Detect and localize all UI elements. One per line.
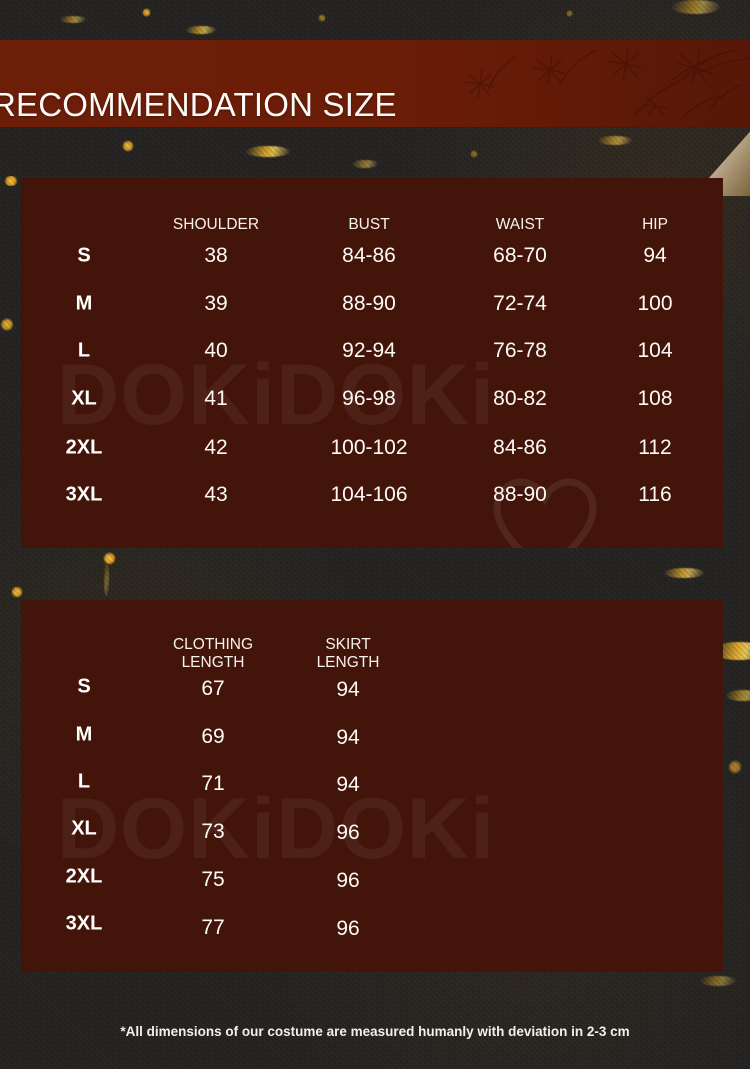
- table-cell: 94: [336, 773, 360, 796]
- table-row: M: [75, 723, 93, 746]
- header-banner: RECOMMENDATION SIZE: [0, 40, 750, 127]
- table-row: L: [77, 339, 91, 362]
- spark-icon: [566, 10, 573, 17]
- table-row: 2XL: [65, 865, 103, 888]
- spark-icon: [11, 586, 23, 598]
- column-header-clothing-length: CLOTHING LENGTH: [172, 636, 254, 671]
- table-row: S: [77, 675, 91, 698]
- table-cell: 72-74: [493, 292, 547, 315]
- table-row: 3XL: [65, 483, 103, 506]
- table-row: XL: [71, 817, 97, 840]
- spark-icon: [186, 26, 216, 34]
- table-cell: 67: [201, 677, 225, 700]
- table-row: L: [77, 770, 91, 793]
- pine-branch-pattern-icon: [463, 46, 750, 119]
- measurements-table: SHOULDER BUST WAIST HIP S 38 84-86 68-70…: [21, 178, 723, 548]
- spark-icon: [352, 160, 378, 168]
- column-header-shoulder: SHOULDER: [172, 216, 260, 233]
- lengths-table: CLOTHING LENGTH SKIRT LENGTH S 67 94 M 6…: [21, 600, 723, 972]
- table-cell: 100-102: [330, 436, 408, 459]
- spark-icon: [470, 150, 478, 158]
- spark-icon: [598, 136, 632, 145]
- table-cell: 104: [637, 339, 673, 362]
- table-cell: 38: [204, 244, 228, 267]
- spark-icon: [700, 976, 736, 986]
- table-cell: 77: [201, 916, 225, 939]
- table-cell: 73: [201, 820, 225, 843]
- table-row: 3XL: [65, 912, 103, 935]
- spark-icon: [3, 176, 19, 186]
- column-header-bust: BUST: [348, 216, 390, 233]
- spark-icon: [60, 16, 86, 23]
- table-cell: 84-86: [493, 436, 547, 459]
- spark-icon: [103, 552, 116, 565]
- table-cell: 80-82: [493, 387, 547, 410]
- lengths-panel: DOKiDOKi CLOTHING LENGTH SKIRT LENGTH S …: [21, 600, 723, 972]
- table-row: 2XL: [65, 436, 103, 459]
- table-cell: 116: [638, 483, 672, 506]
- page-title: RECOMMENDATION SIZE: [0, 86, 397, 123]
- column-header-waist: WAIST: [495, 216, 545, 233]
- table-cell: 94: [336, 678, 360, 701]
- spark-icon: [0, 318, 14, 331]
- table-cell: 92-94: [342, 339, 396, 362]
- table-cell: 96-98: [342, 387, 396, 410]
- table-cell: 96: [336, 821, 360, 844]
- table-cell: 94: [336, 726, 360, 749]
- spark-icon: [726, 690, 750, 701]
- table-cell: 108: [637, 387, 673, 410]
- measurements-panel: DOKiDOKi SHOULDER BUST WAIST HIP S 38 84…: [21, 178, 723, 548]
- table-cell: 84-86: [342, 244, 396, 267]
- table-cell: 88-90: [493, 483, 547, 506]
- footnote-text: *All dimensions of our costume are measu…: [120, 1024, 630, 1039]
- spark-icon: [318, 14, 326, 22]
- spark-icon: [122, 140, 134, 152]
- table-cell: 112: [638, 436, 672, 459]
- table-cell: 96: [336, 917, 360, 940]
- column-header-skirt-length: SKIRT LENGTH: [316, 636, 380, 671]
- table-row: XL: [71, 387, 97, 410]
- table-cell: 39: [204, 292, 228, 315]
- table-cell: 68-70: [493, 244, 547, 267]
- table-cell: 43: [204, 483, 228, 506]
- table-cell: 96: [336, 869, 360, 892]
- table-cell: 40: [204, 339, 228, 362]
- table-cell: 88-90: [342, 292, 396, 315]
- table-cell: 100: [637, 292, 673, 315]
- table-cell: 94: [643, 244, 667, 267]
- table-cell: 71: [201, 772, 225, 795]
- spark-icon: [672, 0, 720, 14]
- table-row: M: [75, 292, 93, 315]
- column-header-hip: HIP: [642, 216, 668, 233]
- table-cell: 69: [201, 725, 225, 748]
- table-cell: 41: [204, 387, 228, 410]
- table-cell: 75: [201, 868, 225, 891]
- spark-icon: [104, 562, 109, 596]
- table-row: S: [77, 244, 91, 267]
- spark-icon: [728, 760, 742, 774]
- spark-icon: [664, 568, 704, 578]
- spark-icon: [246, 146, 290, 157]
- table-cell: 104-106: [330, 483, 408, 506]
- table-cell: 76-78: [493, 339, 547, 362]
- table-cell: 42: [204, 436, 228, 459]
- spark-icon: [142, 8, 151, 17]
